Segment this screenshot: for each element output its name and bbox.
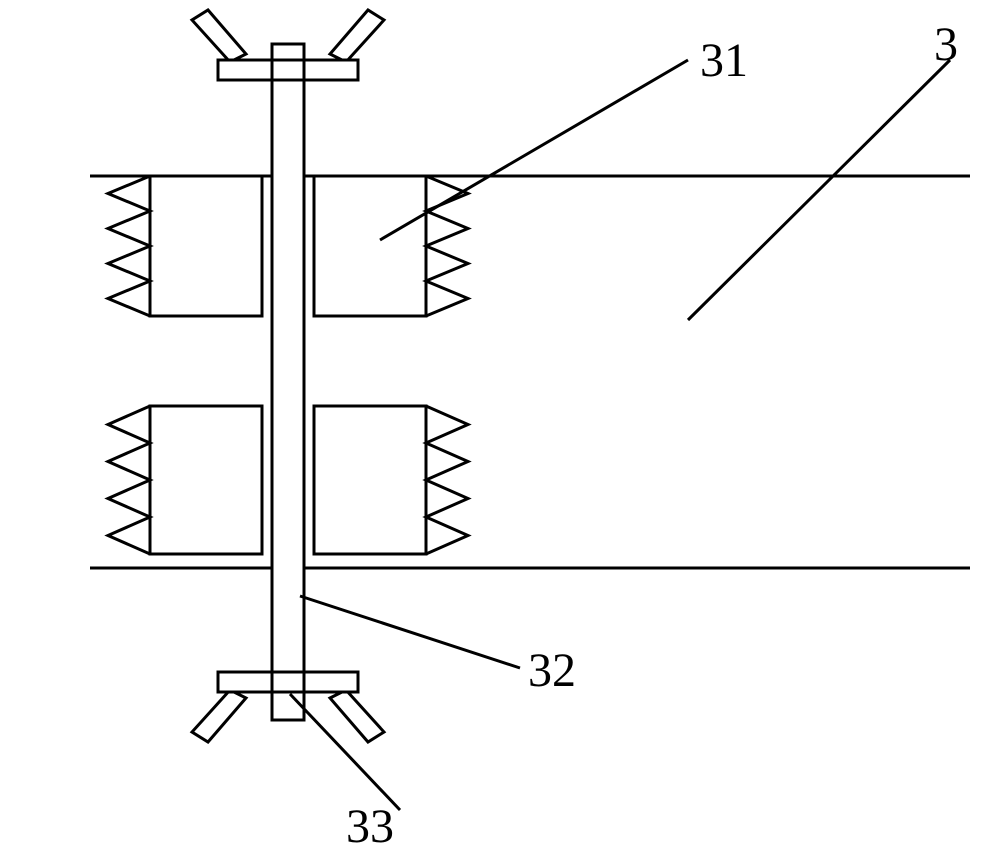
shaft — [272, 44, 304, 720]
label-l33: 33 — [346, 800, 394, 853]
label-l3: 3 — [934, 18, 958, 71]
gear-top-right — [314, 176, 426, 316]
label-l32: 32 — [528, 644, 576, 697]
label-l31: 31 — [700, 34, 748, 87]
gear-bottom-right — [314, 406, 426, 554]
gear-top-left — [150, 176, 262, 316]
nut-bottom-body — [218, 672, 358, 692]
gear-bottom-left — [150, 406, 262, 554]
nut-top-body — [218, 60, 358, 80]
